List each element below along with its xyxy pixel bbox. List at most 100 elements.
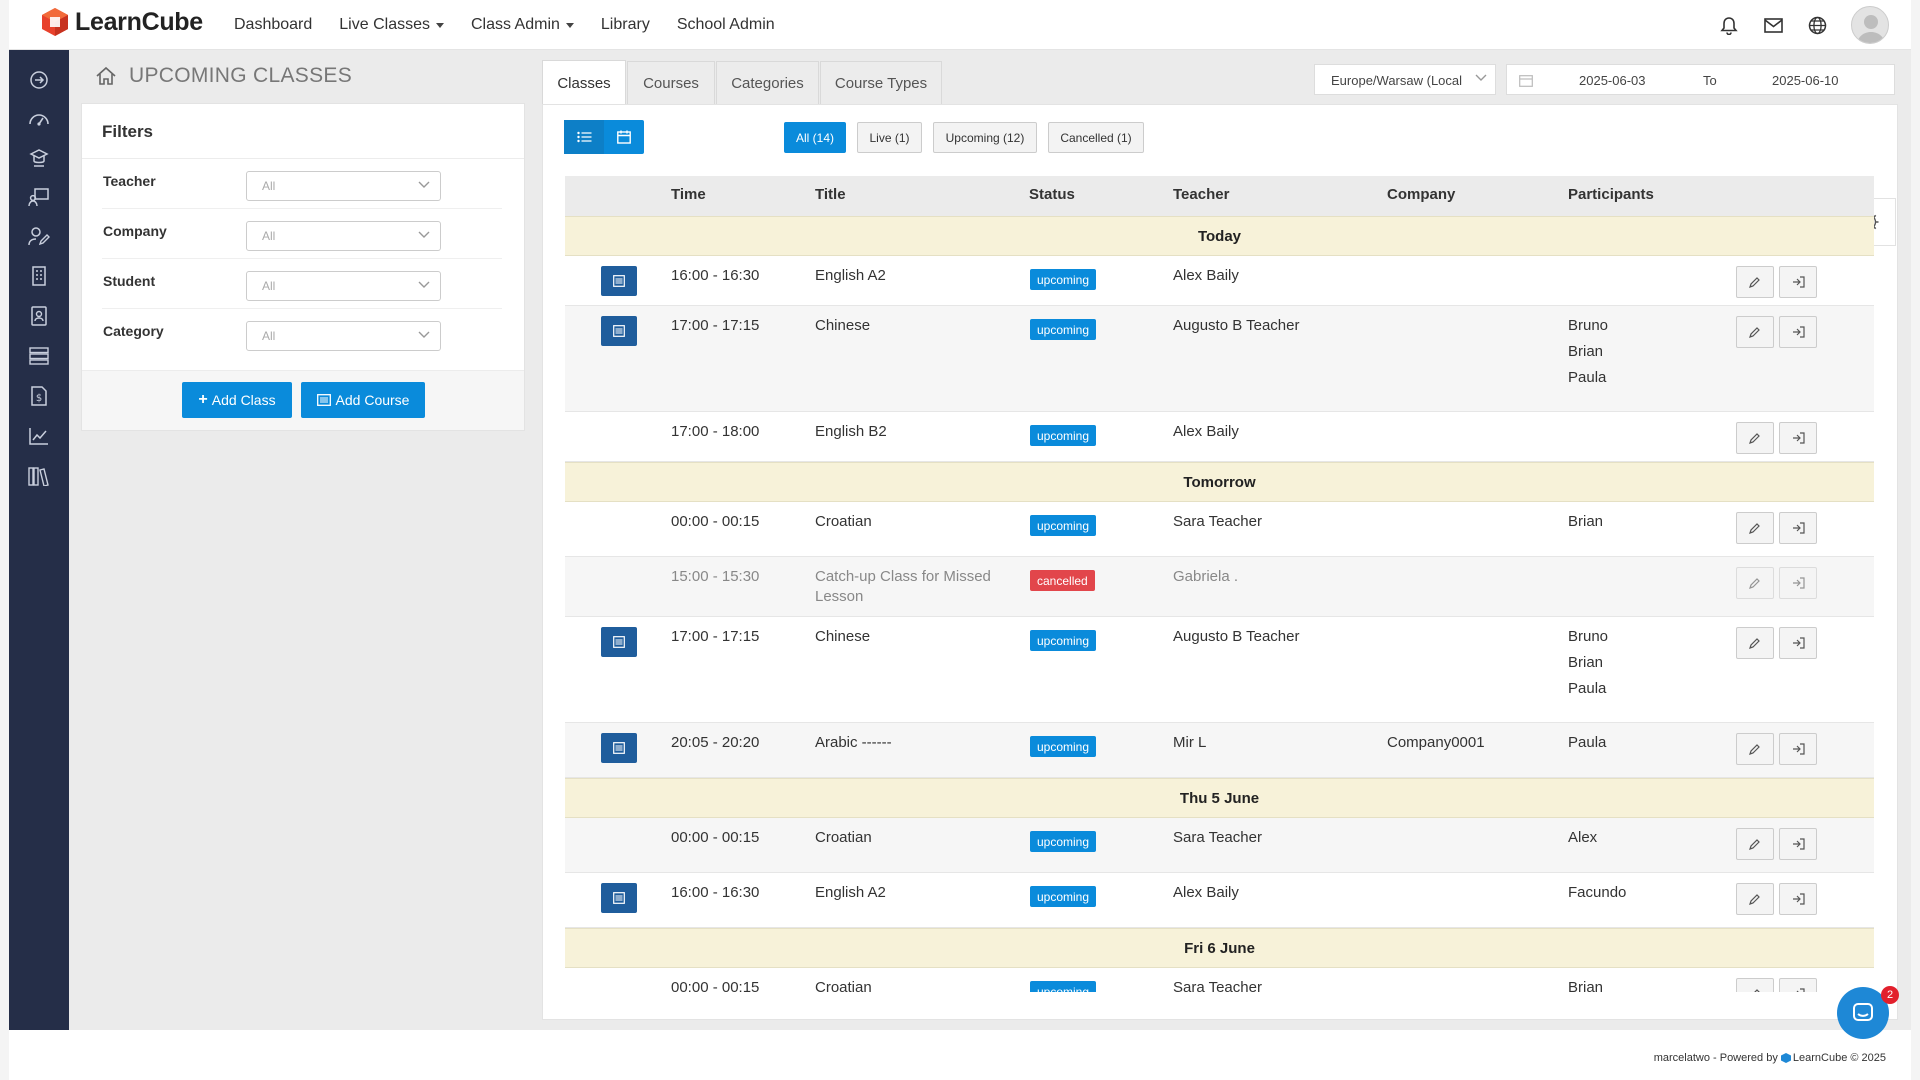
filter-upcoming-button[interactable]: Upcoming (12): [933, 122, 1037, 153]
id-badge-icon[interactable]: [27, 304, 51, 328]
edit-button[interactable]: [1736, 316, 1774, 348]
bell-icon[interactable]: [1719, 15, 1739, 35]
date-from[interactable]: 2025-06-03: [1579, 73, 1646, 88]
date-range-picker[interactable]: 2025-06-03 To 2025-06-10: [1506, 64, 1895, 95]
class-details-button[interactable]: [601, 266, 637, 296]
collapse-arrow-icon[interactable]: [27, 68, 51, 92]
col-teacher[interactable]: Teacher: [1173, 186, 1230, 203]
calendar-view-button[interactable]: [604, 120, 644, 154]
join-button[interactable]: [1779, 512, 1817, 544]
nav-library[interactable]: Library: [601, 16, 650, 34]
add-course-label: Add Course: [335, 392, 410, 408]
title-cell[interactable]: Croatian: [815, 829, 872, 846]
nav-live-classes[interactable]: Live Classes: [339, 16, 444, 34]
title-cell[interactable]: Chinese: [815, 317, 871, 334]
classroom-icon[interactable]: [27, 185, 51, 209]
category-select[interactable]: All: [246, 321, 441, 351]
join-button[interactable]: [1779, 316, 1817, 348]
table-row[interactable]: 16:00 - 16:30 English A2 upcoming Alex B…: [565, 256, 1874, 306]
chat-launcher[interactable]: [1837, 987, 1889, 1039]
table-row[interactable]: 20:05 - 20:20 Arabic ------ upcoming Mir…: [565, 723, 1874, 778]
filter-cancelled-label: Cancelled (1): [1060, 130, 1132, 145]
join-button[interactable]: [1779, 266, 1817, 298]
join-button[interactable]: [1779, 627, 1817, 659]
globe-icon[interactable]: [1807, 15, 1827, 35]
tab-classes[interactable]: Classes: [542, 60, 626, 105]
title-cell[interactable]: Croatian: [815, 979, 872, 992]
server-list-icon[interactable]: [27, 344, 51, 368]
tab-courses[interactable]: Courses: [627, 61, 715, 104]
timezone-select[interactable]: Europe/Warsaw (Local: [1314, 64, 1496, 95]
chart-line-icon[interactable]: [27, 424, 51, 448]
list-view-button[interactable]: [564, 120, 604, 154]
filters-footer: + Add Class Add Course: [82, 370, 524, 430]
user-edit-icon[interactable]: [27, 224, 51, 248]
company-select[interactable]: All: [246, 221, 441, 251]
col-title[interactable]: Title: [815, 186, 846, 203]
join-button[interactable]: [1779, 733, 1817, 765]
edit-button[interactable]: [1736, 733, 1774, 765]
teacher-icon[interactable]: [27, 146, 51, 170]
table-row[interactable]: 00:00 - 00:15 Croatian upcoming Sara Tea…: [565, 818, 1874, 873]
tab-categories[interactable]: Categories: [716, 61, 819, 104]
filter-all-button[interactable]: All (14): [784, 122, 846, 153]
edit-button[interactable]: [1736, 828, 1774, 860]
col-status[interactable]: Status: [1029, 186, 1075, 203]
class-details-button[interactable]: [601, 733, 637, 763]
add-course-button[interactable]: Add Course: [301, 382, 425, 418]
join-button[interactable]: [1779, 828, 1817, 860]
col-participants[interactable]: Participants: [1568, 186, 1654, 203]
logo[interactable]: LearnCube: [41, 7, 203, 37]
table-row[interactable]: 17:00 - 18:00 English B2 upcoming Alex B…: [565, 412, 1874, 462]
building-icon[interactable]: [27, 264, 51, 288]
join-button[interactable]: [1779, 978, 1817, 992]
student-select[interactable]: All: [246, 271, 441, 301]
logo-text: LearnCube: [75, 7, 203, 36]
date-to[interactable]: 2025-06-10: [1772, 73, 1839, 88]
filter-cancelled-button[interactable]: Cancelled (1): [1048, 122, 1144, 153]
class-details-button[interactable]: [601, 627, 637, 657]
class-details-button[interactable]: [601, 316, 637, 346]
edit-button[interactable]: [1736, 567, 1774, 599]
edit-button[interactable]: [1736, 883, 1774, 915]
title-cell[interactable]: English A2: [815, 884, 886, 901]
mail-icon[interactable]: [1763, 15, 1783, 35]
edit-button[interactable]: [1736, 978, 1774, 992]
table-row[interactable]: 00:00 - 00:15 Croatian upcoming Sara Tea…: [565, 502, 1874, 557]
table-row[interactable]: 15:00 - 15:30 Catch-up Class for Missed …: [565, 557, 1874, 617]
user-avatar[interactable]: [1851, 6, 1889, 44]
col-company[interactable]: Company: [1387, 186, 1456, 203]
add-class-button[interactable]: + Add Class: [182, 382, 292, 418]
edit-button[interactable]: [1736, 512, 1774, 544]
nav-class-admin[interactable]: Class Admin: [471, 16, 574, 34]
table-row[interactable]: 17:00 - 17:15 Chinese upcoming Augusto B…: [565, 617, 1874, 723]
filter-live-button[interactable]: Live (1): [857, 122, 922, 153]
table-row[interactable]: 17:00 - 17:15 Chinese upcoming Augusto B…: [565, 306, 1874, 412]
edit-button[interactable]: [1736, 627, 1774, 659]
nav-school-admin[interactable]: School Admin: [677, 16, 775, 34]
tab-course-types[interactable]: Course Types: [820, 61, 942, 104]
col-time[interactable]: Time: [671, 186, 706, 203]
title-cell[interactable]: Croatian: [815, 513, 872, 530]
teacher-select[interactable]: All: [246, 171, 441, 201]
title-cell[interactable]: Catch-up Class for Missed: [815, 568, 991, 585]
title-cell[interactable]: Arabic ------: [815, 734, 892, 751]
join-button[interactable]: [1779, 422, 1817, 454]
title-cell-line2[interactable]: Lesson: [815, 588, 864, 605]
edit-button[interactable]: [1736, 266, 1774, 298]
edit-button[interactable]: [1736, 422, 1774, 454]
nav-dashboard[interactable]: Dashboard: [234, 16, 312, 34]
library-books-icon[interactable]: [27, 464, 51, 488]
invoice-icon[interactable]: $: [27, 384, 51, 408]
dashboard-gauge-icon[interactable]: [27, 107, 51, 131]
title-cell[interactable]: English A2: [815, 267, 886, 284]
table-row[interactable]: 00:00 - 00:15 Croatian upcoming Sara Tea…: [565, 968, 1874, 992]
title-cell[interactable]: Chinese: [815, 628, 871, 645]
home-icon[interactable]: [95, 66, 117, 86]
footer-powered: - Powered by: [1709, 1052, 1781, 1064]
title-cell[interactable]: English B2: [815, 423, 887, 440]
class-details-button[interactable]: [601, 883, 637, 913]
join-button[interactable]: [1779, 567, 1817, 599]
join-button[interactable]: [1779, 883, 1817, 915]
table-row[interactable]: 16:00 - 16:30 English A2 upcoming Alex B…: [565, 873, 1874, 928]
